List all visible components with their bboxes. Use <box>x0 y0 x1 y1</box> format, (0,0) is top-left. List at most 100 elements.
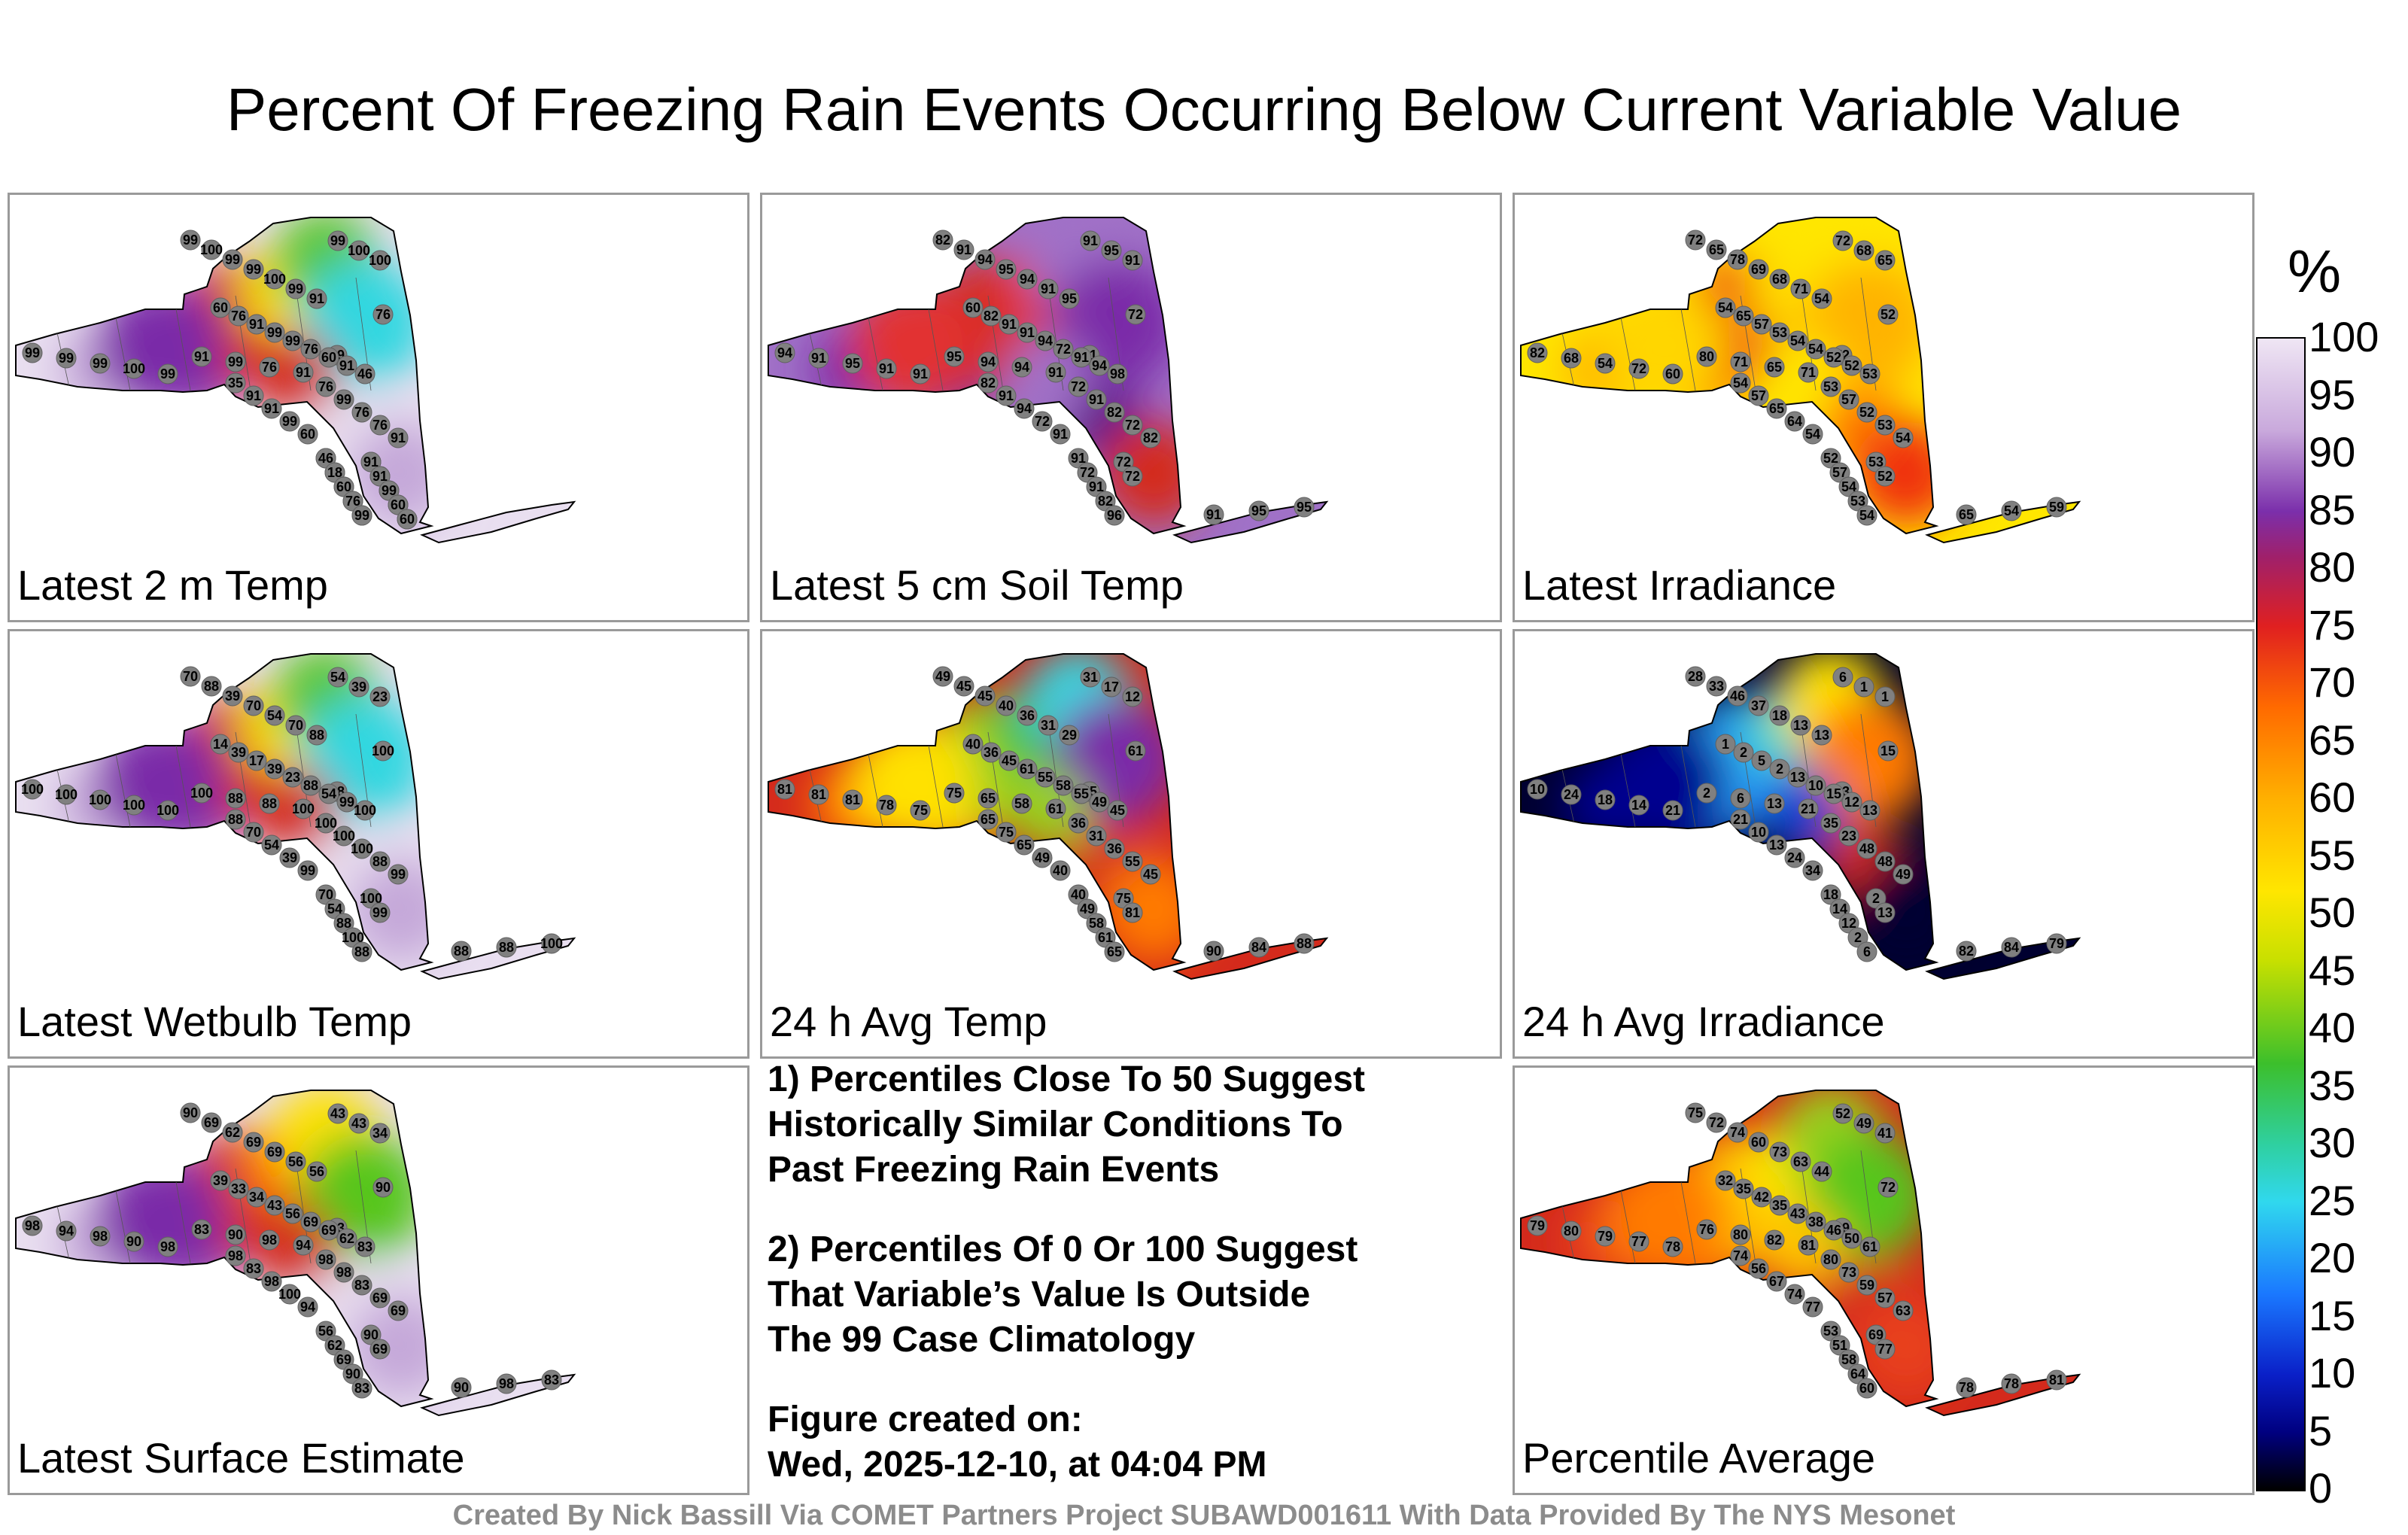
station-marker: 53 <box>1859 363 1880 385</box>
station-marker: 81 <box>808 784 829 805</box>
colorbar-tick-label: 5 <box>2309 1406 2333 1454</box>
station-marker: 39 <box>264 758 285 780</box>
county-line <box>867 749 883 828</box>
station-marker: 45 <box>974 685 996 707</box>
panel-label: Percentile Average <box>1522 1434 1876 1482</box>
station-marker: 75 <box>910 800 931 821</box>
station-value: 91 <box>1125 253 1140 268</box>
station-marker: 91 <box>246 314 267 335</box>
station-marker: 82 <box>1104 402 1125 423</box>
station-value: 44 <box>1814 1164 1829 1179</box>
station-marker: 100 <box>342 927 364 948</box>
station-marker: 2 <box>1733 742 1754 763</box>
station-value: 48 <box>1877 854 1893 869</box>
station-value: 57 <box>1877 1290 1893 1306</box>
station-value: 84 <box>1251 940 1266 955</box>
station-value: 100 <box>21 782 44 797</box>
station-value: 100 <box>372 743 394 758</box>
station-marker: 100 <box>354 800 376 821</box>
station-value: 81 <box>2049 1372 2064 1388</box>
station-marker: 10 <box>1805 775 1826 796</box>
station-value: 60 <box>391 497 406 512</box>
county-line <box>1619 313 1636 391</box>
station-marker: 28 <box>1685 666 1706 687</box>
station-value: 98 <box>93 1229 108 1244</box>
station-marker: 99 <box>56 348 77 369</box>
station-value: 95 <box>845 356 860 371</box>
station-value: 77 <box>1631 1234 1646 1249</box>
station-marker: 2 <box>1696 783 1717 804</box>
station-value: 31 <box>1083 670 1098 685</box>
station-marker: 99 <box>222 249 243 270</box>
station-value: 60 <box>213 300 228 315</box>
station-value: 52 <box>1880 307 1896 322</box>
station-marker: 54 <box>261 834 282 856</box>
station-value: 40 <box>1053 863 1068 878</box>
station-marker: 13 <box>1811 725 1832 746</box>
station-marker: 49 <box>1032 847 1053 868</box>
station-value: 10 <box>1530 782 1545 797</box>
station-value: 68 <box>1856 243 1871 258</box>
station-marker: 83 <box>354 1236 375 1257</box>
station-value: 99 <box>160 366 175 381</box>
map-svg: 9999991009991997691999910099991009991991… <box>15 217 576 544</box>
station-marker: 70 <box>285 715 306 736</box>
station-marker: 80 <box>1561 1220 1582 1242</box>
station-marker: 75 <box>944 783 965 804</box>
station-value: 49 <box>1856 1116 1871 1131</box>
station-marker: 23 <box>1838 825 1859 847</box>
station-marker: 63 <box>1893 1300 1914 1321</box>
station-marker: 61 <box>1859 1236 1880 1257</box>
station-value: 33 <box>1709 679 1724 694</box>
station-value: 82 <box>1530 345 1545 360</box>
colorbar-tick-label: 50 <box>2309 889 2356 936</box>
station-marker: 1 <box>1853 676 1874 698</box>
station-value: 54 <box>1896 430 1911 445</box>
station-marker: 79 <box>1527 1215 1548 1236</box>
state-outline <box>1520 1090 1939 1408</box>
station-value: 98 <box>1110 366 1125 381</box>
station-value: 78 <box>1665 1239 1680 1254</box>
station-marker: 99 <box>369 902 391 923</box>
station-marker: 13 <box>1787 767 1808 788</box>
station-marker: 46 <box>354 363 375 385</box>
station-value: 57 <box>1754 317 1769 332</box>
station-value: 35 <box>1823 816 1838 831</box>
station-value: 49 <box>935 669 950 684</box>
station-value: 6 <box>1839 670 1847 685</box>
station-value: 69 <box>303 1214 318 1230</box>
station-marker: 76 <box>300 339 321 360</box>
station-marker: 94 <box>977 351 999 372</box>
station-value: 77 <box>1805 1299 1820 1315</box>
station-marker: 82 <box>1956 941 1977 962</box>
station-marker: 65 <box>1014 834 1035 856</box>
figure-created-label: Figure created on: <box>768 1400 1083 1439</box>
station-marker: 35 <box>1820 813 1841 834</box>
station-value: 90 <box>375 1180 391 1195</box>
state-outline <box>768 653 1187 971</box>
station-marker: 99 <box>225 351 246 372</box>
state-outline <box>15 217 434 535</box>
station-marker: 99 <box>379 480 400 501</box>
station-marker: 91 <box>1017 322 1038 343</box>
station-value: 91 <box>1089 392 1104 407</box>
station-marker: 100 <box>372 740 394 761</box>
station-value: 98 <box>318 1252 333 1267</box>
station-marker: 100 <box>263 269 286 290</box>
station-value: 72 <box>1116 454 1131 470</box>
station-marker: 88 <box>351 941 372 962</box>
station-value: 78 <box>1959 1380 1974 1395</box>
station-value: 54 <box>1790 333 1805 348</box>
station-value: 39 <box>231 745 246 760</box>
station-value: 60 <box>1751 1135 1766 1150</box>
station-value: 13 <box>1877 905 1893 920</box>
station-marker: 76 <box>1696 1219 1717 1240</box>
station-marker: 43 <box>348 1113 369 1134</box>
station-marker: 83 <box>243 1258 264 1279</box>
station-value: 77 <box>1877 1342 1893 1357</box>
figure-created-timestamp: Wed, 2025-12-10, at 04:04 PM <box>768 1445 1267 1485</box>
station-marker: 37 <box>1748 695 1769 716</box>
station-marker: 57 <box>1748 385 1769 406</box>
station-marker: 100 <box>351 838 373 859</box>
station-marker: 77 <box>1802 1296 1823 1318</box>
